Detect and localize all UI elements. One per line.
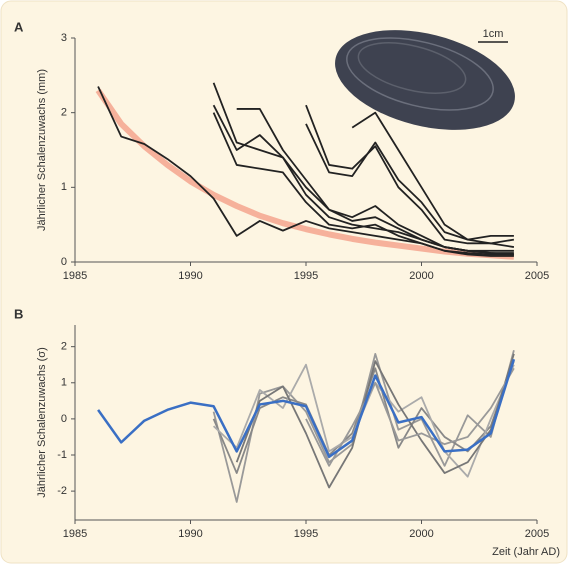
series-line	[305, 367, 515, 467]
shell-photo	[335, 30, 515, 130]
y-tick-label: -2	[57, 485, 67, 497]
x-tick-label: 1985	[63, 270, 87, 282]
panel-label: B	[14, 306, 23, 321]
y-tick-label: 3	[61, 32, 67, 44]
series-line	[305, 104, 515, 245]
x-tick-label: 2000	[409, 528, 433, 540]
x-tick-label: 1990	[178, 528, 202, 540]
y-tick-label: -1	[57, 449, 67, 461]
y-tick-label: 0	[61, 256, 67, 268]
y-tick-label: 2	[61, 107, 67, 119]
x-tick-label: 1995	[294, 528, 318, 540]
scale-label: 1cm	[483, 28, 504, 40]
y-axis-label: Jährlicher Schalenzuwachs (σ)	[36, 347, 48, 497]
series-line	[236, 108, 514, 252]
x-tick-label: 2005	[525, 528, 549, 540]
y-tick-label: 2	[61, 341, 67, 353]
x-tick-label: 1985	[63, 528, 87, 540]
x-tick-label: 2005	[525, 270, 549, 282]
x-tick-label: 1995	[294, 270, 318, 282]
y-axis-label: Jährlicher Schalenzuwachs (mm)	[36, 69, 48, 231]
panel-label: A	[14, 19, 24, 34]
series-line	[235, 353, 515, 489]
y-tick-label: 0	[61, 413, 67, 425]
y-tick-label: 1	[61, 377, 67, 389]
series-line	[97, 358, 516, 459]
series-line	[305, 123, 514, 241]
series-line	[212, 112, 514, 256]
x-tick-label: 1990	[178, 270, 202, 282]
series-line	[351, 111, 515, 248]
x-axis-label: Zeit (Jahr AD)	[492, 546, 560, 558]
y-tick-label: 1	[61, 181, 67, 193]
x-tick-label: 2000	[409, 270, 433, 282]
